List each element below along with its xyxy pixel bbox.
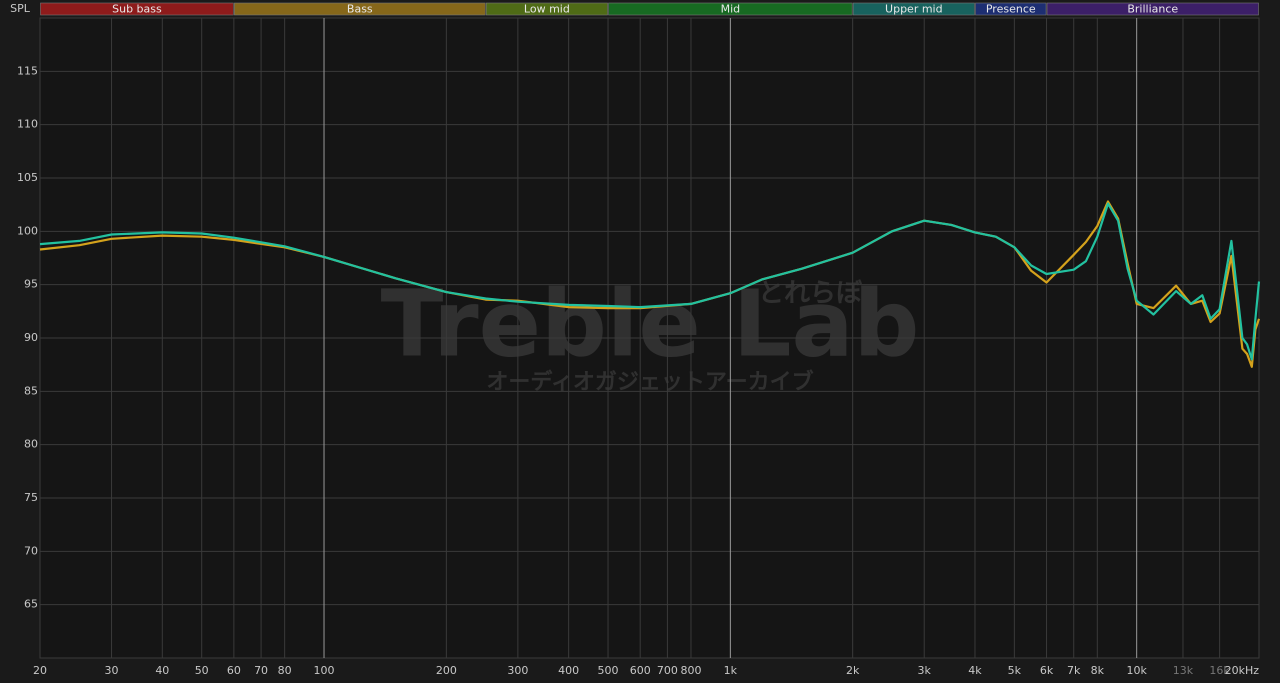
x-tick-label: 1k bbox=[724, 664, 738, 677]
x-tick-label: 4k bbox=[968, 664, 982, 677]
band bbox=[608, 2, 853, 16]
x-tick-label: 500 bbox=[598, 664, 619, 677]
x-tick-label: 13k bbox=[1173, 664, 1194, 677]
y-tick-label: 85 bbox=[24, 384, 38, 397]
watermark-title: Treble Lab bbox=[381, 270, 920, 377]
band bbox=[40, 2, 234, 16]
x-tick-label: 20 bbox=[33, 664, 47, 677]
band bbox=[975, 2, 1047, 16]
y-tick-label: 95 bbox=[24, 278, 38, 291]
x-tick-label: 200 bbox=[436, 664, 457, 677]
x-tick-label: 80 bbox=[278, 664, 292, 677]
x-tick-label: 40 bbox=[155, 664, 169, 677]
fr-line bbox=[39, 202, 1261, 361]
x-tick-label: 3k bbox=[918, 664, 932, 677]
x-tick-label: 30 bbox=[105, 664, 119, 677]
y-tick-label: 70 bbox=[24, 544, 38, 557]
band bbox=[1046, 2, 1259, 16]
band-label: Sub bass bbox=[112, 3, 162, 16]
watermark: Treble Lab とれらぼ オーディオガジェットアーカイブ bbox=[381, 270, 920, 395]
x-tick-label: 100 bbox=[314, 664, 335, 677]
x-tick-label: 6k bbox=[1040, 664, 1054, 677]
x-tick-label: 700 bbox=[657, 664, 678, 677]
y-axis-label: SPL bbox=[10, 2, 31, 15]
band bbox=[485, 2, 608, 16]
watermark-kana: とれらぼ bbox=[758, 279, 863, 309]
y-tick-label: 75 bbox=[24, 491, 38, 504]
band bbox=[852, 2, 975, 16]
y-tick-label: 80 bbox=[24, 438, 38, 451]
x-tick-label: 8k bbox=[1091, 664, 1105, 677]
x-tick-label: 800 bbox=[680, 664, 701, 677]
y-tick-label: 115 bbox=[17, 64, 38, 77]
y-tick-label: 110 bbox=[17, 118, 38, 131]
band-label: Brilliance bbox=[1127, 3, 1178, 16]
x-tick-label: 7k bbox=[1067, 664, 1081, 677]
band-label: Bass bbox=[347, 3, 373, 16]
x-tick-label: 20kHz bbox=[1225, 664, 1260, 677]
watermark-subtitle: オーディオガジェットアーカイブ bbox=[486, 369, 813, 395]
x-tick-label: 400 bbox=[558, 664, 579, 677]
x-tick-label: 60 bbox=[227, 664, 241, 677]
x-tick-label: 50 bbox=[195, 664, 209, 677]
band-label: Upper mid bbox=[885, 3, 943, 16]
x-tick-label: 600 bbox=[630, 664, 651, 677]
y-tick-label: 100 bbox=[17, 224, 38, 237]
band bbox=[234, 2, 486, 16]
y-tick-label: 105 bbox=[17, 171, 38, 184]
x-tick-label: 16k bbox=[1209, 664, 1230, 677]
x-tick-label: 5k bbox=[1008, 664, 1022, 677]
band-label: Presence bbox=[986, 3, 1036, 16]
x-tick-label: 70 bbox=[254, 664, 268, 677]
band-label: Mid bbox=[721, 3, 741, 16]
x-tick-label: 300 bbox=[507, 664, 528, 677]
band-label: Low mid bbox=[524, 3, 570, 16]
y-tick-label: 90 bbox=[24, 331, 38, 344]
x-tick-label: 10k bbox=[1126, 664, 1147, 677]
x-tick-label: 2k bbox=[846, 664, 860, 677]
y-tick-label: 65 bbox=[24, 598, 38, 611]
